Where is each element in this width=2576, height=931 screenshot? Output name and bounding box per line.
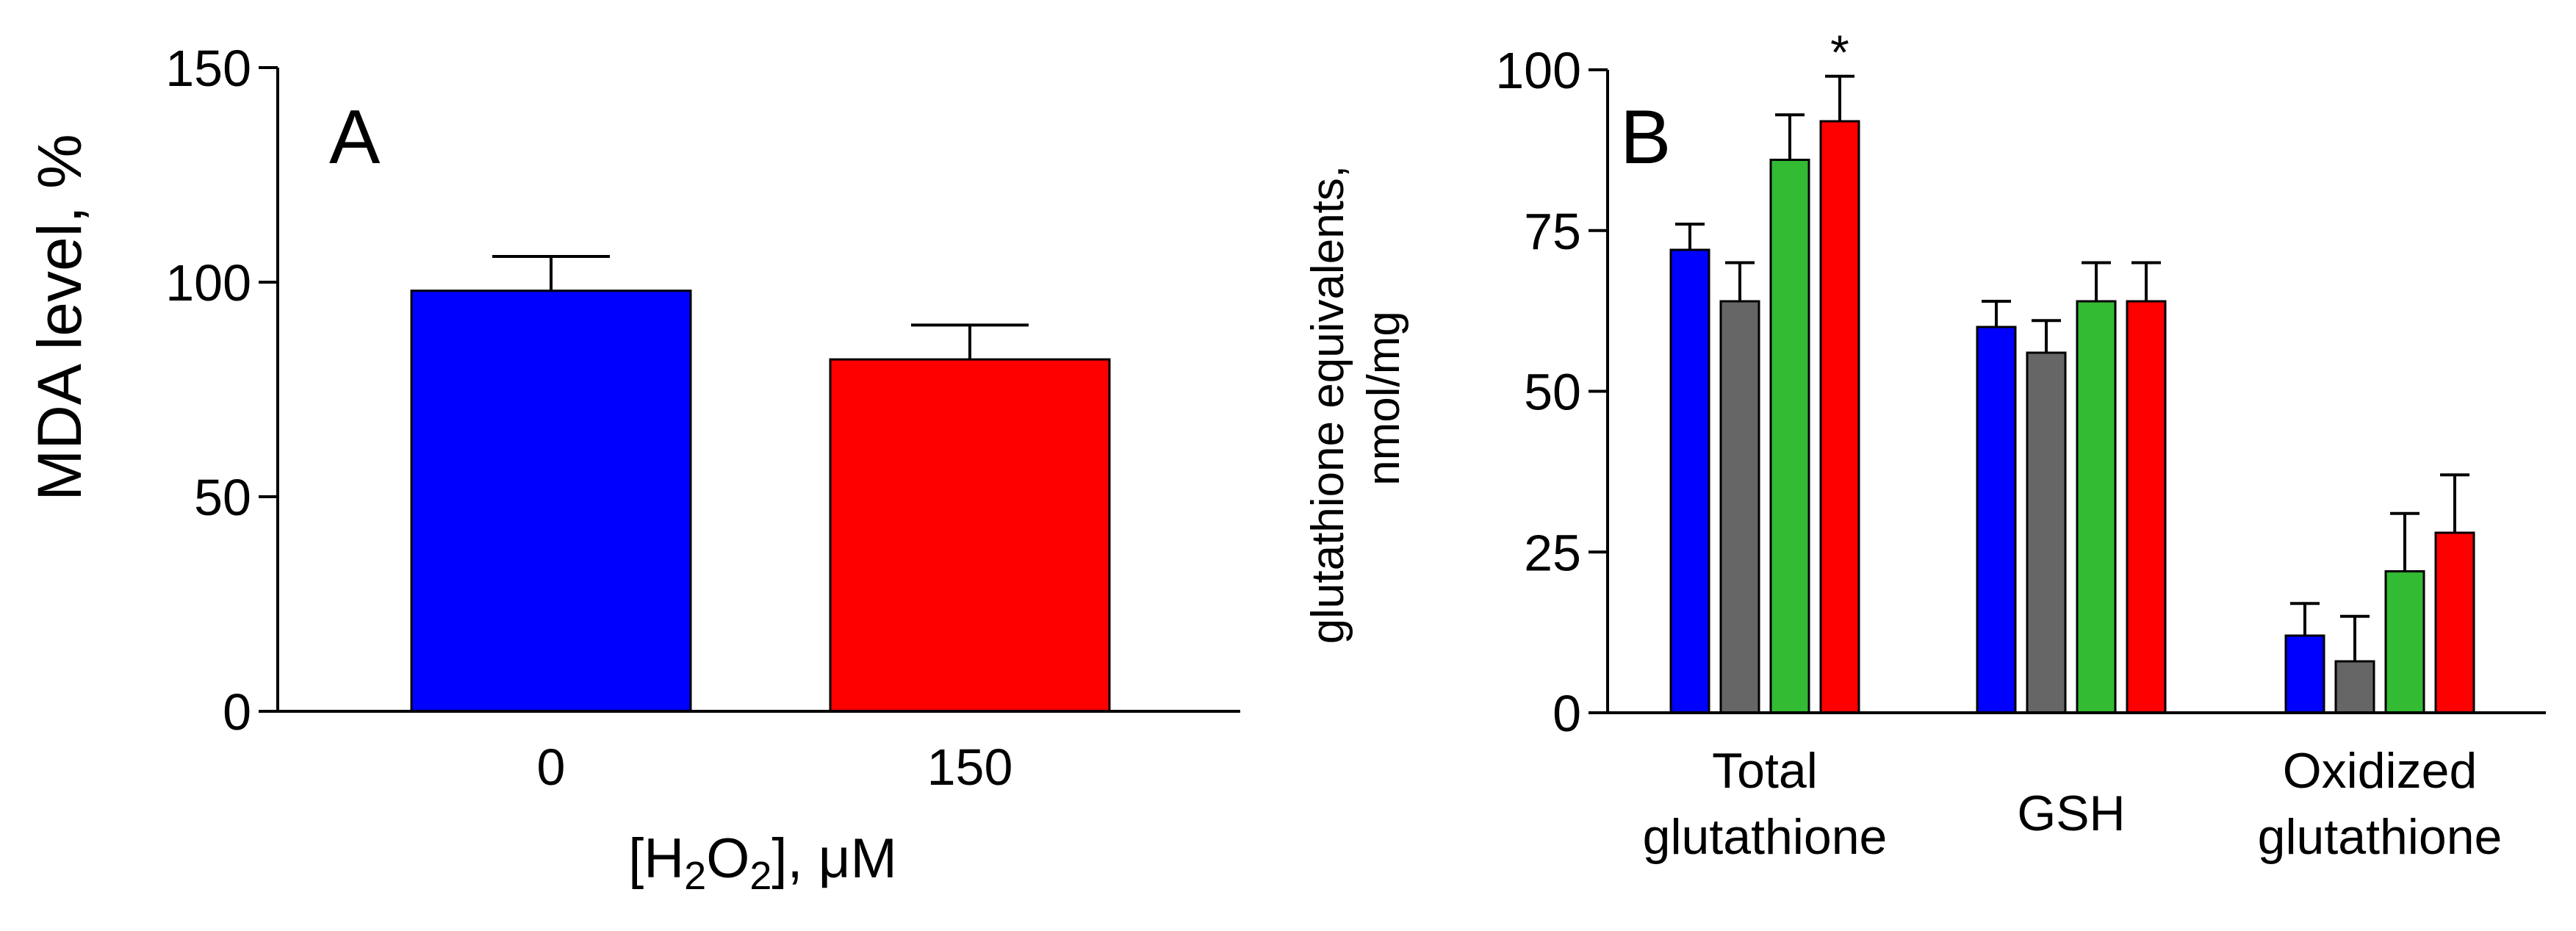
panel-a-y-tick-label: 50 xyxy=(194,469,251,526)
panel-b-y-ticks: 0 25 50 75 100 xyxy=(1495,42,1608,742)
panel-b-category-label: glutathione xyxy=(2258,809,2503,865)
panel-b-y-tick-label: 0 xyxy=(1553,685,1581,742)
panel-b-y-tick-label: 100 xyxy=(1495,42,1581,99)
panel-a-y-tick-label: 100 xyxy=(165,254,251,312)
panel-b-category-labels: Total glutathione GSH Oxidized glutathione xyxy=(1643,743,2503,865)
panel-b-bar xyxy=(1719,300,1760,714)
panel-b-bar xyxy=(2026,351,2067,714)
panel-a-label: A xyxy=(329,95,381,180)
panel-b-bar xyxy=(1669,248,1710,714)
panel-b-bar xyxy=(2126,300,2167,714)
panel-a-y-tick-label: 0 xyxy=(223,683,251,741)
panel-a-y-tick-label: 150 xyxy=(165,40,251,97)
panel-b-error-bars: * xyxy=(1675,25,2469,661)
panel-b-y-tick-label: 25 xyxy=(1524,524,1581,581)
panel-a-bar xyxy=(410,290,692,713)
panel-a-error-bars xyxy=(492,254,1029,360)
xlabel-part-before: [H xyxy=(628,827,684,890)
xlabel-part-mid: O xyxy=(706,827,749,890)
panel-b-category-label: Oxidized xyxy=(2283,743,2478,799)
panel-b-bar xyxy=(2076,300,2117,714)
panel-b-y-tick-label: 50 xyxy=(1524,364,1581,421)
panel-a-bars xyxy=(410,290,1111,713)
panel-b-y-tick-label: 75 xyxy=(1524,203,1581,260)
panel-b-bar xyxy=(2334,660,2375,714)
panel-a-bar xyxy=(829,358,1111,713)
panel-b-y-axis-label-line-2: nmol/mg xyxy=(1359,311,1409,486)
panel-b-significance-marker: * xyxy=(1830,25,1849,79)
panel-b-bar xyxy=(2384,570,2425,714)
panel-a-x-axis-label: [H2O2], μM xyxy=(628,827,897,898)
panel-b-category-label: Total xyxy=(1712,743,1818,799)
panel-b-y-axis-label: glutathione equivalents, nmol/mg xyxy=(1303,153,1409,644)
xlabel-part-after: ], μM xyxy=(771,827,896,890)
xlabel-subscript-2: 2 xyxy=(749,854,771,898)
panel-b-category-label: GSH xyxy=(2017,786,2125,841)
panel-a-y-axis-label: MDA level, % xyxy=(25,134,94,501)
panel-b-bar xyxy=(2434,531,2475,714)
panel-b-bar xyxy=(1769,159,1810,714)
panel-b-category-label: glutathione xyxy=(1643,809,1888,865)
panel-b: * 0 25 50 75 100 Total glutathione GSH Oxidized… xyxy=(1303,25,2546,865)
panel-b-y-axis-label-line-1: glutathione equivalents, xyxy=(1303,165,1353,644)
panel-b-bar xyxy=(1976,326,2017,714)
panel-b-bar xyxy=(2284,634,2325,714)
panel-a-x-ticks: 0 150 xyxy=(537,738,1013,796)
panel-a-y-ticks: 0 50 100 150 xyxy=(165,40,278,741)
panel-a-x-tick-label: 0 xyxy=(537,738,566,796)
xlabel-subscript-1: 2 xyxy=(684,854,706,898)
panel-b-bar xyxy=(1819,120,1860,714)
panel-a-x-tick-label: 150 xyxy=(927,738,1013,796)
panel-b-label: B xyxy=(1620,95,1671,180)
